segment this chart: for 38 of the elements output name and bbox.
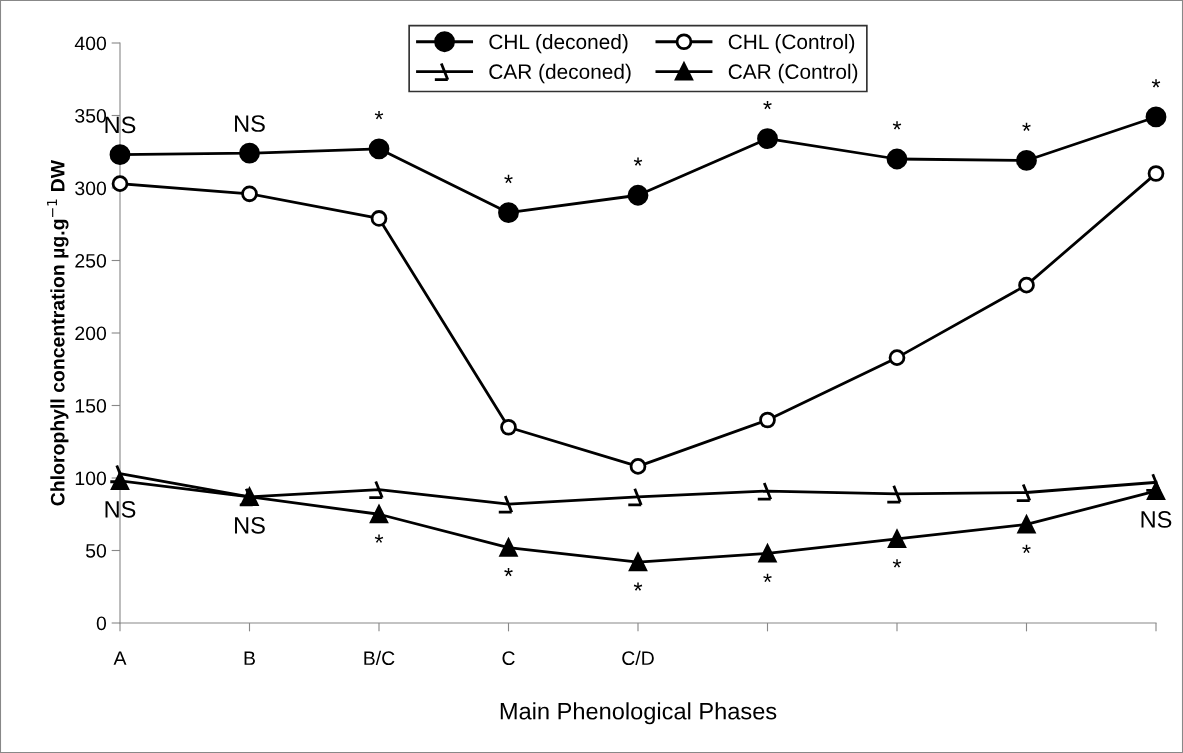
data-label: * bbox=[763, 573, 772, 582]
y-tick-label: 150 bbox=[75, 398, 107, 413]
y-tick-label: 100 bbox=[75, 471, 107, 486]
x-tick-label: B/C bbox=[364, 650, 395, 666]
y-tick-label: 0 bbox=[96, 616, 107, 631]
y-tick-label: 250 bbox=[75, 253, 107, 268]
data-label: NS bbox=[1141, 511, 1172, 528]
legend-label: CAR (deconed) bbox=[489, 63, 631, 84]
data-label: * bbox=[504, 174, 513, 184]
legend-label: CHL (Control) bbox=[728, 33, 855, 54]
y-axis-title: Chlorophyll concentration µg.g$^{−1}$ DW bbox=[47, 159, 69, 506]
data-label: * bbox=[1151, 79, 1161, 88]
data-label: * bbox=[633, 582, 643, 591]
y-tick-label: 200 bbox=[75, 326, 107, 341]
data-label: * bbox=[892, 121, 902, 130]
legend-label: CAR (Control) bbox=[728, 63, 858, 84]
data-label: NS bbox=[105, 116, 136, 134]
data-label: * bbox=[504, 567, 513, 577]
data-label: NS bbox=[105, 500, 136, 518]
y-tick-label: 400 bbox=[74, 36, 107, 51]
data-label: * bbox=[633, 157, 643, 166]
data-label: NS bbox=[235, 516, 265, 534]
data-label: * bbox=[1022, 122, 1031, 131]
y-tick-label: 300 bbox=[75, 181, 107, 196]
data-label: * bbox=[374, 111, 384, 120]
legend-label: CHL (deconed) bbox=[489, 33, 628, 54]
y-tick-label: 350 bbox=[75, 108, 107, 123]
x-axis-title: Main Phenological Phases bbox=[500, 702, 777, 725]
data-label: * bbox=[1022, 544, 1031, 553]
x-tick-label: A bbox=[113, 651, 127, 665]
data-label: NS bbox=[235, 115, 265, 132]
x-tick-label: C bbox=[502, 651, 515, 666]
data-label: * bbox=[892, 559, 902, 568]
x-tick-label: B bbox=[244, 651, 255, 665]
data-label: * bbox=[763, 100, 772, 110]
y-tick-label: 50 bbox=[85, 543, 107, 558]
x-tick-label: C/D bbox=[622, 650, 654, 666]
data-label: * bbox=[374, 534, 384, 543]
